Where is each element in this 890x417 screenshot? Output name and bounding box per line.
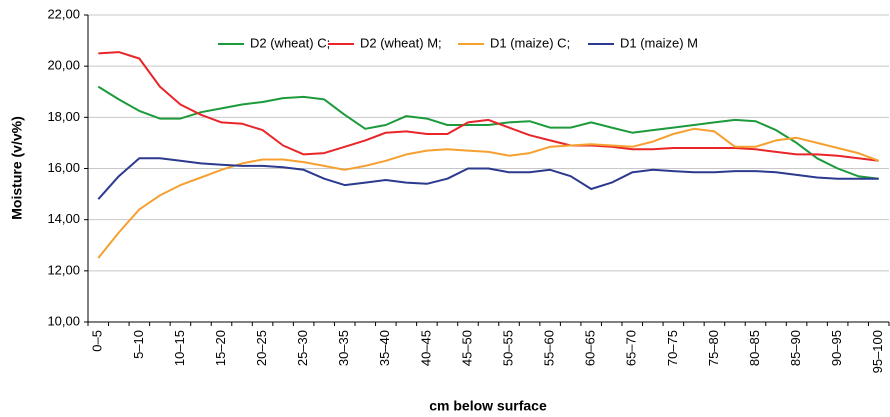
x-tick-label: 25–30 xyxy=(295,330,310,366)
x-tick-label: 75–80 xyxy=(706,330,721,366)
series-line xyxy=(97,157,879,200)
series-line xyxy=(98,51,879,162)
y-tick-label: 18,00 xyxy=(47,109,80,124)
x-tick-label: 50–55 xyxy=(500,330,515,366)
x-axis-title: cm below surface xyxy=(429,398,547,414)
x-tick-label: 70–75 xyxy=(665,330,680,366)
x-tick-label: 45–50 xyxy=(459,330,474,366)
series-line xyxy=(97,85,879,180)
y-axis-title: Moisture (v/v%) xyxy=(9,116,25,219)
x-tick-label: 40–45 xyxy=(418,330,433,366)
legend-label: D2 (wheat) M; xyxy=(360,35,442,50)
x-tick-label: 85–90 xyxy=(788,330,803,366)
x-tick-label: 5–10 xyxy=(131,330,146,359)
x-tick-label: 30–35 xyxy=(336,330,351,366)
legend-label: D1 (maize) M xyxy=(620,35,698,50)
x-tick-label: 80–85 xyxy=(747,330,762,366)
y-tick-label: 16,00 xyxy=(47,160,80,175)
y-tick-label: 12,00 xyxy=(47,262,80,277)
x-tick-label: 65–70 xyxy=(624,330,639,366)
legend-label: D1 (maize) C; xyxy=(490,35,570,50)
x-tick-label: 20–25 xyxy=(254,330,269,366)
legend-label: D2 (wheat) C; xyxy=(250,35,330,50)
x-tick-label: 60–65 xyxy=(583,330,598,366)
x-tick-label: 55–60 xyxy=(542,330,557,366)
y-tick-label: 10,00 xyxy=(47,313,80,328)
y-tick-label: 22,00 xyxy=(47,6,80,21)
x-tick-label: 95–100 xyxy=(870,330,885,373)
series-line xyxy=(97,127,880,259)
x-tick-label: 0–5 xyxy=(90,330,105,352)
x-tick-label: 10–15 xyxy=(172,330,187,366)
x-tick-label: 15–20 xyxy=(213,330,228,366)
y-tick-label: 20,00 xyxy=(47,58,80,73)
x-tick-label: 90–95 xyxy=(829,330,844,366)
x-tick-label: 35–40 xyxy=(377,330,392,366)
y-tick-label: 14,00 xyxy=(47,211,80,226)
